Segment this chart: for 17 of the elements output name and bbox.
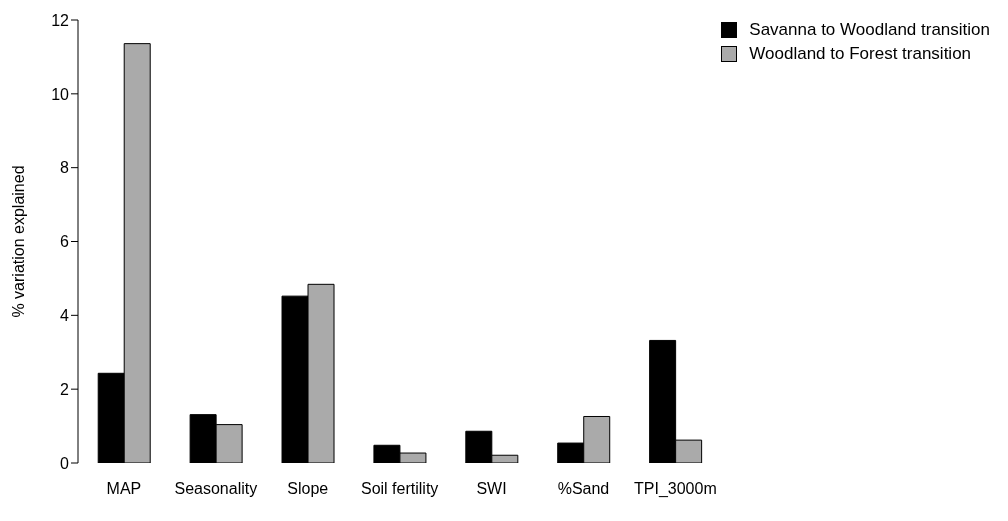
y-tick-label: 10 (51, 85, 70, 103)
y-tick-label: 6 (60, 233, 70, 251)
y-tick-label: 8 (60, 159, 70, 177)
x-tick-label: MAP (106, 480, 142, 498)
y-tick-label: 12 (51, 11, 70, 29)
legend-label: Savanna to Woodland transition (749, 19, 990, 41)
x-tick-label: TPI_3000m (634, 480, 717, 499)
x-tick-label: Slope (287, 480, 329, 498)
x-tick-label: Seasonality (174, 480, 258, 498)
legend-label: Woodland to Forest transition (749, 43, 972, 65)
y-tick-label: 4 (60, 307, 70, 325)
x-tick-label: %Sand (557, 480, 610, 498)
x-tick-label: Soil fertility (360, 480, 439, 498)
y-axis-title: % variation explained (9, 165, 27, 318)
x-tick-label: SWI (476, 480, 507, 498)
y-tick-label: 2 (60, 380, 70, 398)
y-tick-label: 0 (60, 454, 70, 472)
